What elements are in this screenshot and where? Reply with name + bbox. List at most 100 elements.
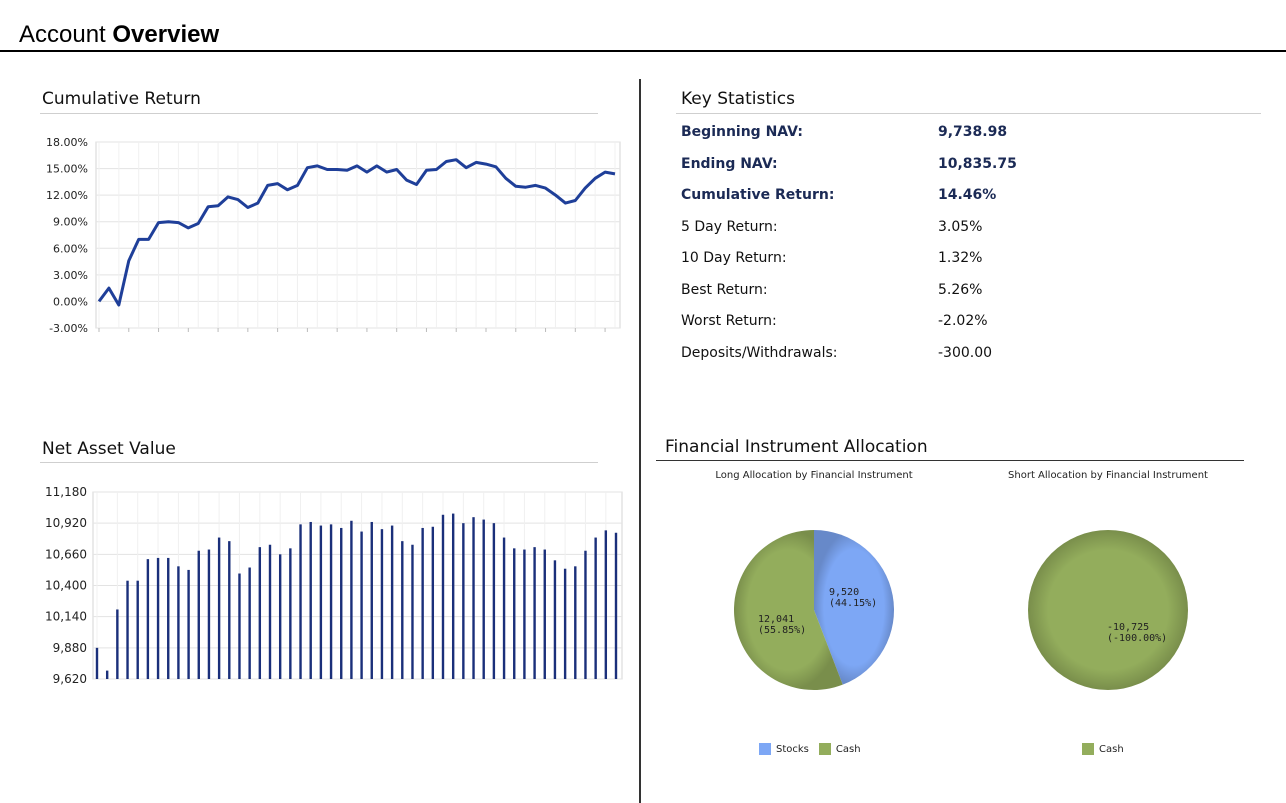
y-tick-label: 10,660 (45, 547, 87, 561)
stat-row: 10 Day Return: 1.32% (681, 243, 1221, 275)
nav-bar (513, 548, 516, 679)
key-statistics-rule (676, 113, 1261, 114)
allocation-rule (656, 460, 1244, 461)
cash-swatch (818, 743, 831, 755)
nav-bar (177, 566, 180, 679)
long-allocation-title: Long Allocation by Financial Instrument (715, 470, 913, 481)
stat-row: Best Return: 5.26% (681, 275, 1221, 307)
key-statistics-table: Beginning NAV: 9,738.98 Ending NAV: 10,835… (681, 117, 1221, 369)
net-asset-value-title: Net Asset Value (42, 439, 176, 459)
stocks-swatch (759, 743, 771, 755)
nav-bar (156, 557, 160, 679)
cash-swatch (1082, 743, 1094, 755)
pie-slice-cash (734, 530, 843, 690)
nav-bar (217, 537, 221, 679)
nav-bar (258, 547, 262, 679)
nav-bar (268, 544, 272, 679)
y-tick-label: 9,620 (53, 672, 87, 686)
net-asset-value-chart: 9,620 9,880 10,140 10,400 10,660 10,920 11,180 (45, 485, 623, 686)
nav-bar (228, 541, 231, 679)
page-header: Account Overview (0, 0, 1286, 52)
y-tick-label: 9,880 (53, 641, 87, 655)
nav-bar (411, 544, 414, 679)
stat-value: -2.02% (938, 313, 988, 329)
nav-bar (187, 569, 190, 679)
y-tick-label: 3.00% (53, 269, 88, 282)
nav-bar (492, 523, 496, 679)
y-tick-label: 15.00% (46, 163, 88, 176)
nav-bar (451, 513, 455, 679)
nav-bar (167, 557, 170, 679)
pie-percent-label: (-100.00%) (1107, 633, 1167, 644)
legend-label-cash: Cash (1099, 743, 1124, 755)
pie-value-label: -10,725 (1107, 622, 1149, 633)
nav-bar (248, 567, 251, 679)
nav-bar (472, 517, 475, 679)
nav-bar (482, 519, 485, 679)
y-tick-label: 18.00% (46, 136, 88, 149)
nav-bar (401, 541, 404, 679)
nav-bar (533, 547, 536, 679)
nav-bar (105, 670, 109, 679)
cumulative-return-title: Cumulative Return (42, 89, 201, 109)
nav-bar (197, 550, 200, 679)
y-tick-label: 10,400 (45, 579, 87, 593)
page-title-bold: Overview (112, 21, 220, 48)
nav-bar (278, 554, 282, 679)
nav-bar (95, 647, 99, 679)
nav-bar (370, 521, 373, 679)
stat-row: Deposits/Withdrawals: -300.00 (681, 338, 1221, 370)
stat-value: 1.32% (938, 250, 983, 266)
pie-slice-stocks (814, 530, 894, 685)
cumulative-return-chart: -3.00% 0.00% 3.00% 6.00% 9.00% 12.00% 15.00% 18… (46, 136, 621, 335)
nav-bar (238, 573, 241, 679)
y-tick-label: 10,920 (45, 516, 87, 530)
page-title: Account Overview (19, 20, 219, 50)
pie-value-label: 12,041 (758, 614, 794, 625)
allocation-title: Financial Instrument Allocation (665, 437, 928, 457)
legend-item-cash: Cash (818, 743, 861, 755)
nav-bar (502, 537, 506, 679)
long-allocation-legend: Stocks Cash (759, 743, 861, 755)
stat-label: Best Return: (681, 281, 768, 298)
nav-bar (350, 520, 353, 679)
nav-bar (553, 560, 557, 679)
stat-value: 14.46% (938, 187, 997, 203)
nav-bar (523, 549, 526, 679)
nav-bar (604, 530, 608, 679)
y-tick-label: 10,140 (45, 610, 87, 624)
stat-row: 5 Day Return: 3.05% (681, 212, 1221, 244)
nav-bar (614, 532, 618, 679)
nav-bar (360, 531, 363, 679)
stat-row: Cumulative Return: 14.46% (681, 180, 1221, 212)
stat-label: Deposits/Withdrawals: (681, 344, 838, 361)
stat-label: Cumulative Return: (681, 187, 835, 203)
stat-row: Ending NAV: 10,835.75 (681, 149, 1221, 181)
plot-area (95, 141, 621, 329)
y-tick-label: -3.00% (49, 322, 88, 335)
pie-slice-cash (1028, 530, 1188, 690)
nav-bar (584, 550, 587, 679)
stat-label: Worst Return: (681, 313, 777, 329)
stat-label: Ending NAV: (681, 155, 778, 172)
nav-bar (421, 527, 424, 679)
stat-label: Beginning NAV: (681, 124, 803, 140)
legend-label-cash: Cash (835, 743, 861, 755)
y-tick-label: 0.00% (53, 295, 88, 308)
nav-bar (126, 580, 129, 679)
nav-bar (340, 527, 343, 679)
nav-bar (207, 549, 211, 679)
stat-label: 10 Day Return: (681, 250, 787, 266)
stat-value: -300.00 (938, 344, 993, 361)
nav-bar (441, 514, 445, 679)
legend-label-stocks: Stocks (776, 743, 809, 755)
legend-item-stocks: Stocks (759, 743, 809, 755)
cumulative-return-rule (40, 113, 598, 114)
stat-row: Beginning NAV: 9,738.98 (681, 117, 1221, 149)
pie-value-label: 9,520 (829, 587, 859, 598)
y-tick-label: 9.00% (53, 216, 88, 229)
short-allocation-pie: -10,725(-100.00%) (1028, 530, 1188, 690)
stat-value: 5.26% (938, 281, 983, 298)
nav-bar (299, 524, 302, 679)
cumulative-return-line (97, 158, 616, 307)
